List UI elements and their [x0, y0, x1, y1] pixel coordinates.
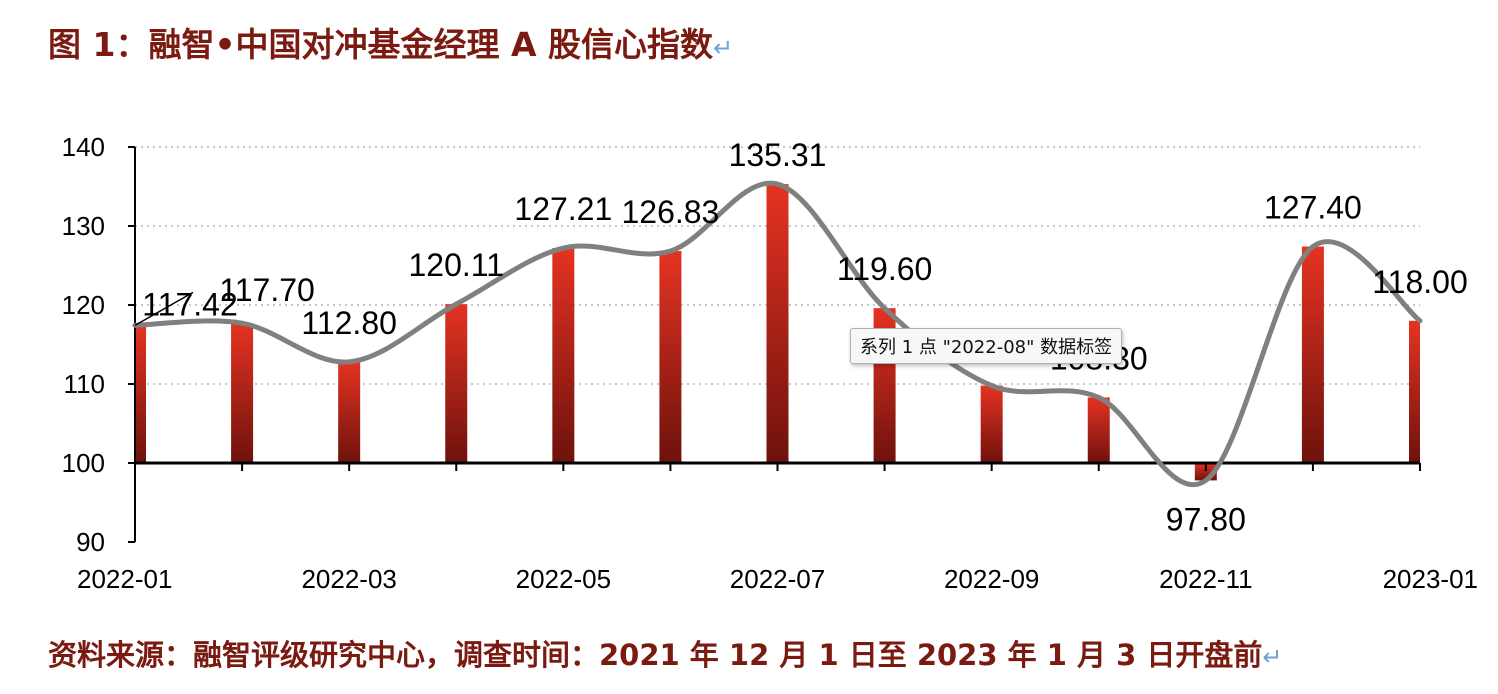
data-label: 118.00	[1372, 264, 1468, 300]
data-label: 112.80	[301, 305, 397, 341]
bar	[1087, 397, 1110, 463]
x-tick-label: 2022-11	[1159, 564, 1253, 594]
bar	[766, 184, 789, 463]
return-arrow-icon: ↵	[1262, 643, 1283, 671]
y-tick-label: 100	[62, 448, 105, 478]
data-label: 127.21	[514, 191, 612, 227]
data-label: 120.11	[409, 247, 505, 283]
y-tick-label: 120	[62, 290, 105, 320]
chart-title: 图 1：融智•中国对冲基金经理 A 股信心指数↵	[48, 18, 733, 66]
x-tick-labels: 2022-01 2022-03 2022-05 2022-07 2022-09 2022-…	[77, 564, 1478, 594]
source-note: 资料来源：融智评级研究中心，调查时间：2021 年 12 月 1 日至 2023…	[48, 632, 1283, 674]
y-tick-label: 110	[64, 369, 105, 399]
bar	[445, 304, 468, 463]
data-label: 117.42	[142, 286, 238, 322]
data-label: 126.83	[621, 194, 719, 230]
x-tick-label: 2023-01	[1383, 564, 1478, 594]
bar	[659, 251, 682, 463]
data-label: 117.70	[219, 272, 315, 308]
data-label-leader-line	[134, 291, 194, 327]
y-tick-label: 130	[62, 211, 105, 241]
y-tick-label: 90	[76, 527, 105, 557]
y-tick-label: 140	[62, 132, 105, 162]
bar	[980, 385, 1003, 463]
x-tick-label: 2022-05	[516, 564, 611, 594]
data-label: 97.80	[1166, 501, 1246, 537]
bar	[552, 248, 575, 463]
return-arrow-icon: ↵	[713, 34, 734, 62]
data-label-tooltip: 系列 1 点 "2022-08" 数据标签	[850, 328, 1123, 364]
x-tick-label: 2022-07	[730, 564, 825, 594]
bar	[1409, 320, 1420, 463]
data-label: 119.60	[837, 251, 933, 287]
title-text: 图 1：融智•中国对冲基金经理 A 股信心指数	[48, 25, 714, 64]
y-tick-labels: 90 100 110 120 130 140	[62, 132, 105, 557]
x-tick-label: 2022-01	[77, 564, 172, 594]
bar	[338, 361, 361, 463]
data-label: 127.40	[1264, 190, 1362, 226]
axes	[128, 146, 1421, 543]
bar	[231, 323, 254, 463]
x-tick-label: 2022-03	[301, 564, 396, 594]
bar	[135, 325, 146, 463]
source-text: 资料来源：融智评级研究中心，调查时间：2021 年 12 月 1 日至 2023…	[48, 638, 1263, 672]
series-line	[132, 180, 1423, 488]
bar	[1301, 246, 1324, 463]
x-tick-label: 2022-09	[944, 564, 1039, 594]
line-series	[132, 180, 1423, 488]
data-label: 135.31	[729, 137, 827, 173]
